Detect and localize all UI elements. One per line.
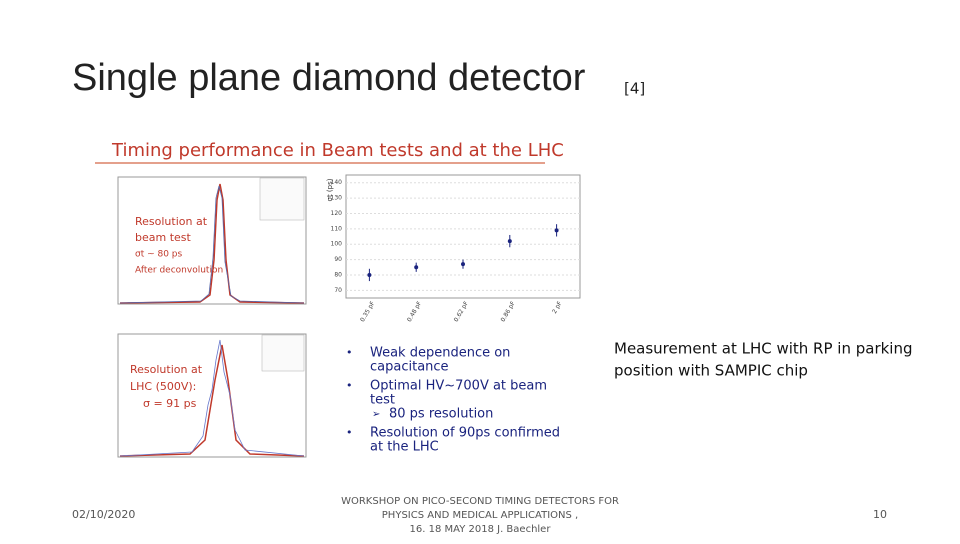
x-tick-label: 0.48 pF — [406, 300, 424, 323]
lhc-label: σ = 91 ps — [143, 397, 197, 410]
beam-test-label: beam test — [135, 231, 192, 244]
hist-data — [119, 185, 305, 304]
y-tick-label: 120 — [331, 210, 343, 217]
y-tick-label: 80 — [334, 271, 342, 278]
stat-box — [259, 177, 305, 221]
bullet-text: Optimal HV~700V at beam — [370, 379, 547, 394]
y-axis-label: σt (ps) — [326, 178, 334, 201]
footer-center: PHYSICS AND MEDICAL APPLICATIONS , — [382, 510, 578, 521]
bullet-dot: • — [346, 379, 353, 392]
beam-test-label: σt ~ 80 ps — [135, 250, 183, 260]
beam-test-label: After deconvolution — [135, 266, 223, 276]
footer-center: 16. 18 MAY 2018 J. Baechler — [410, 524, 552, 535]
sub-arrow: ➢ — [372, 409, 380, 420]
lhc-label: LHC (500V): — [130, 380, 196, 393]
x-tick-label: 0.62 pF — [453, 300, 471, 323]
plot-frame — [345, 174, 581, 299]
footer-date: 02/10/2020 — [72, 508, 135, 521]
title: Single plane diamond detector — [72, 57, 586, 99]
bullet-text: capacitance — [370, 360, 449, 375]
footer-center: WORKSHOP ON PICO-SECOND TIMING DETECTORS… — [341, 496, 619, 507]
x-tick-label: 2 pF — [551, 300, 564, 315]
y-tick-label: 90 — [334, 256, 342, 263]
data-point — [461, 262, 465, 267]
hist-data — [119, 339, 305, 457]
bullet-text: Weak dependence on — [370, 346, 510, 361]
bullet-dot: • — [346, 426, 353, 439]
hist-curve — [119, 344, 305, 457]
note-text: Measurement at LHC with RP in parking — [614, 340, 913, 358]
note-text: position with SAMPIC chip — [614, 362, 808, 380]
bullet-text: Resolution of 90ps confirmed — [370, 426, 560, 441]
sub-bullet-text: 80 ps resolution — [389, 407, 493, 422]
y-tick-label: 70 — [334, 287, 342, 294]
beam-test-label: Resolution at — [135, 215, 208, 228]
title-ref: [4] — [624, 80, 645, 98]
stat-box — [261, 334, 305, 372]
y-tick-label: 140 — [331, 179, 343, 186]
x-tick-label: 0.86 pF — [500, 300, 518, 323]
lhc-label: Resolution at — [130, 363, 203, 376]
bullet-text: test — [370, 393, 395, 408]
y-tick-label: 130 — [331, 195, 343, 202]
x-tick-label: 0.35 pF — [359, 300, 377, 323]
y-tick-label: 110 — [331, 225, 343, 232]
footer-page: 10 — [873, 508, 887, 521]
data-point — [554, 228, 559, 233]
data-point — [414, 265, 419, 270]
y-tick-label: 100 — [331, 241, 343, 248]
bullet-text: at the LHC — [370, 440, 439, 455]
figure-heading: Timing performance in Beam tests and at … — [111, 140, 564, 161]
bullet-dot: • — [346, 346, 353, 359]
data-point — [507, 239, 512, 244]
data-point — [367, 272, 372, 277]
